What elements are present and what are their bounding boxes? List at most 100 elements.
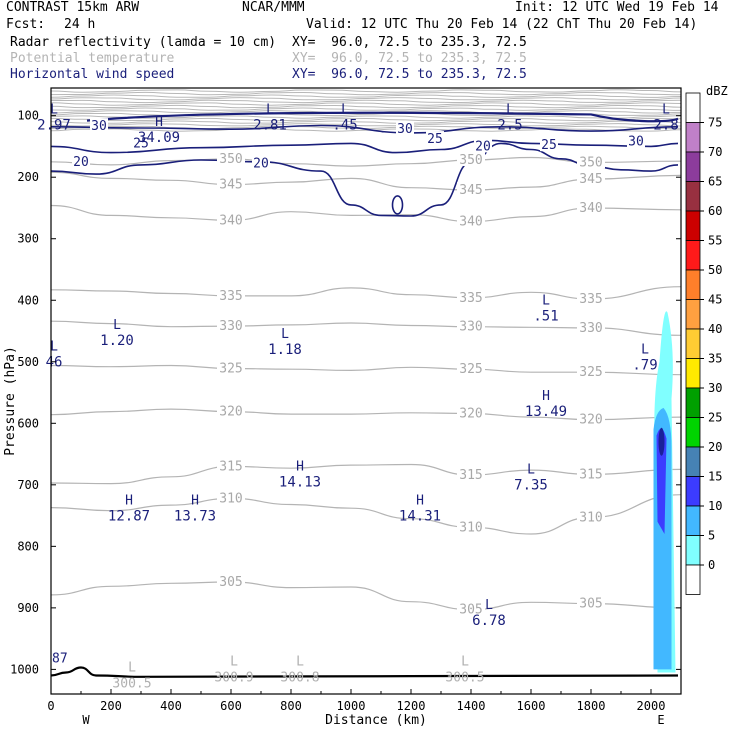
theta-contour-upper: [50, 99, 682, 104]
extremum-value: 7.35: [514, 478, 548, 494]
theta-extremum-value: 300.5: [445, 670, 484, 685]
wind-contour-island: [391, 195, 404, 215]
x-tick-label: 1000: [337, 699, 366, 713]
wind-contour-label: 25: [541, 138, 557, 153]
x-axis-label: Distance (km): [325, 713, 427, 728]
theta-label-bg: [217, 176, 245, 191]
theta-contour-upper: [50, 115, 682, 119]
x-tick-label: 800: [280, 699, 302, 713]
theta-extremum-value: 300.9: [214, 670, 253, 685]
colorbar-swatch: [685, 181, 701, 212]
theta-contour-label: 305: [459, 603, 482, 618]
theta-label-bg: [577, 595, 605, 610]
colorbar-swatch: [685, 240, 701, 271]
theta-contour-330: [50, 320, 682, 336]
theta-extremum-value: 300.8: [280, 670, 319, 685]
colorbar-tick-label: 55: [708, 234, 722, 248]
theta-extremum-marker: L: [128, 661, 136, 676]
wind-label-bg: [540, 137, 558, 152]
theta-label-bg: [457, 601, 485, 616]
colorbar-tick-label: 70: [708, 145, 722, 159]
theta-contour-upper: [50, 91, 682, 96]
theta-label-bg: [217, 150, 245, 165]
colorbar-swatch: [685, 299, 701, 330]
theta-contour-label: 350: [579, 155, 602, 170]
wind-label-bg: [252, 155, 270, 170]
extremum-value: 46: [46, 355, 63, 371]
extremum-value: 2.97: [37, 118, 71, 134]
y-tick-label: 1000: [10, 662, 39, 676]
colorbar-tick-label: 30: [708, 381, 722, 395]
theta-label-bg: [457, 405, 485, 420]
plot-frame: [50, 87, 682, 695]
theta-contour-310: [50, 494, 682, 535]
colorbar-swatch: [685, 151, 701, 182]
theta-contour-label: 345: [579, 172, 602, 187]
extremum-low-marker: L: [341, 103, 349, 118]
wind-label-bg: [474, 138, 492, 153]
y-tick-label: 100: [17, 109, 39, 123]
extremum-low-marker: L: [281, 327, 289, 342]
extremum-low-marker: L: [50, 340, 58, 355]
theta-contour-upper: [50, 117, 682, 122]
colorbar-swatch: [685, 476, 701, 507]
theta-contour-upper: [50, 123, 682, 127]
extremum-value: 13.73: [174, 508, 216, 524]
x-tick-label: 200: [100, 699, 122, 713]
extremum-high-marker: H: [542, 389, 550, 404]
extremum-value: 14.31: [399, 508, 441, 524]
extremum-high-marker: H: [125, 493, 133, 508]
wind-label-bg: [72, 153, 90, 168]
extremum-value: .51: [533, 308, 558, 324]
x-tick-label: 400: [160, 699, 182, 713]
wind-contour-25: [50, 139, 679, 154]
theta-contour-325: [50, 364, 682, 376]
y-tick-label: 200: [17, 170, 39, 184]
extremum-value: 6.78: [472, 613, 506, 629]
theta-contour-upper: [50, 107, 682, 111]
extremum-value: 12.87: [108, 508, 150, 524]
wind-contour-label: 30: [397, 122, 413, 137]
theta-label-bg: [457, 289, 485, 304]
wind-label-bg: [426, 131, 444, 146]
theta-contour-label: 340: [579, 201, 602, 216]
theta-contour-upper: [50, 102, 682, 106]
wind-contour-label: 25: [427, 132, 443, 147]
x-end-label-east: E: [657, 713, 664, 727]
theta-extremum-marker: L: [461, 654, 469, 669]
colorbar-tick-label: 60: [708, 204, 722, 218]
extremum-value: 2.81: [253, 118, 287, 134]
y-tick-label: 400: [17, 293, 39, 307]
plot-border: [50, 87, 682, 695]
theta-contour-label: 335: [579, 292, 602, 307]
theta-contour-305: [50, 581, 682, 611]
layer-name-reflectivity: Radar reflectivity (lamda = 10 cm): [10, 35, 277, 50]
x-tick-label: 1200: [397, 699, 426, 713]
wind-contour-label: 20: [253, 157, 269, 172]
theta-label-bg: [577, 364, 605, 379]
layer-xy-theta: XY= 96.0, 72.5 to 235.3, 72.5: [292, 51, 527, 66]
wind-contour-label: 30: [91, 119, 107, 134]
theta-contour-label: 320: [459, 406, 482, 421]
theta-contour-label: 335: [459, 291, 482, 306]
y-axis-label: Pressure (hPa): [3, 346, 18, 456]
theta-extremum-marker: L: [230, 654, 238, 669]
init-time: Init: 12 UTC Wed 19 Feb 14: [515, 0, 719, 15]
theta-contour-label: 305: [219, 575, 242, 590]
theta-contour-label: 310: [219, 491, 242, 506]
theta-label-bg: [217, 287, 245, 302]
colorbar-swatch: [685, 210, 701, 241]
wind-contour-30: [50, 124, 679, 134]
y-tick-label: 800: [17, 539, 39, 553]
theta-label-bg: [457, 361, 485, 376]
wind-contour-label: 25: [133, 136, 149, 151]
extremum-value: 14.13: [279, 475, 321, 491]
colorbar-swatch: [685, 535, 701, 566]
theta-contour-label: 305: [579, 597, 602, 612]
extremum-low-marker: L: [506, 103, 514, 118]
theta-label-bg: [217, 212, 245, 227]
theta-label-bg: [577, 154, 605, 169]
